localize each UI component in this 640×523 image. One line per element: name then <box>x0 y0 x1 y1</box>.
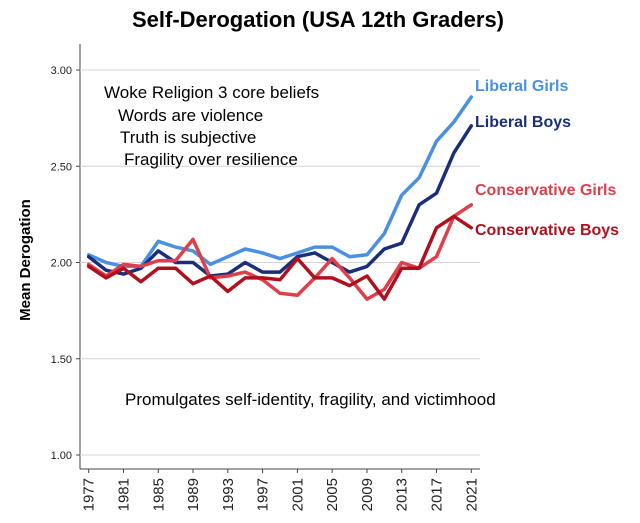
chart-title: Self-Derogation (USA 12th Graders) <box>132 7 504 32</box>
x-tick-label: 2021 <box>463 478 480 511</box>
series-line-conservative-boys <box>86 214 474 301</box>
y-tick-label: 1.00 <box>51 450 72 462</box>
legend-liberal-boys: Liberal Boys <box>475 114 571 131</box>
legend: Liberal Girls Liberal Boys Conservative … <box>475 78 619 239</box>
y-tick-label: 2.00 <box>51 258 72 270</box>
series-line-conservative-girls <box>86 203 474 301</box>
legend-conservative-boys: Conservative Boys <box>475 222 619 239</box>
y-tick-label: 2.50 <box>51 161 72 173</box>
legend-liberal-girls: Liberal Girls <box>475 78 568 95</box>
x-axis: 1977 1981 1985 1989 1993 1997 2001 2005 2009 2013… <box>81 469 480 511</box>
x-tick-label: 2009 <box>359 478 376 511</box>
series-line-liberal-girls <box>86 95 474 269</box>
annotation-top: Woke Religion 3 core beliefs Words are v… <box>104 83 319 169</box>
y-axis-label: Mean Derogation <box>17 199 34 321</box>
x-tick-label: 2017 <box>429 478 446 511</box>
x-tick-label: 1985 <box>150 478 167 511</box>
x-tick-label: 2005 <box>324 478 341 511</box>
annotation-top-line: Words are violence <box>118 106 263 125</box>
x-tick-label: 1993 <box>220 478 237 511</box>
y-tick-label: 3.00 <box>51 65 72 77</box>
plot-lines <box>86 95 474 301</box>
y-tick-label: 1.50 <box>51 354 72 366</box>
annotation-bottom: Promulgates self-identity, fragility, an… <box>125 390 496 409</box>
x-tick-label: 1989 <box>185 478 202 511</box>
x-tick-label: 1997 <box>255 478 272 511</box>
annotation-top-line: Woke Religion 3 core beliefs <box>104 83 319 102</box>
x-tick-label: 1977 <box>81 478 98 511</box>
x-tick-label: 2001 <box>289 478 306 511</box>
legend-conservative-girls: Conservative Girls <box>475 182 617 199</box>
y-axis: 1.00 1.50 2.00 2.50 3.00 <box>51 65 80 462</box>
x-tick-label: 2013 <box>394 478 411 511</box>
annotation-top-line: Truth is subjective <box>120 128 256 147</box>
annotation-top-line: Fragility over resilience <box>124 150 298 169</box>
x-tick-label: 1981 <box>115 478 132 511</box>
series-line-liberal-boys <box>86 124 474 278</box>
